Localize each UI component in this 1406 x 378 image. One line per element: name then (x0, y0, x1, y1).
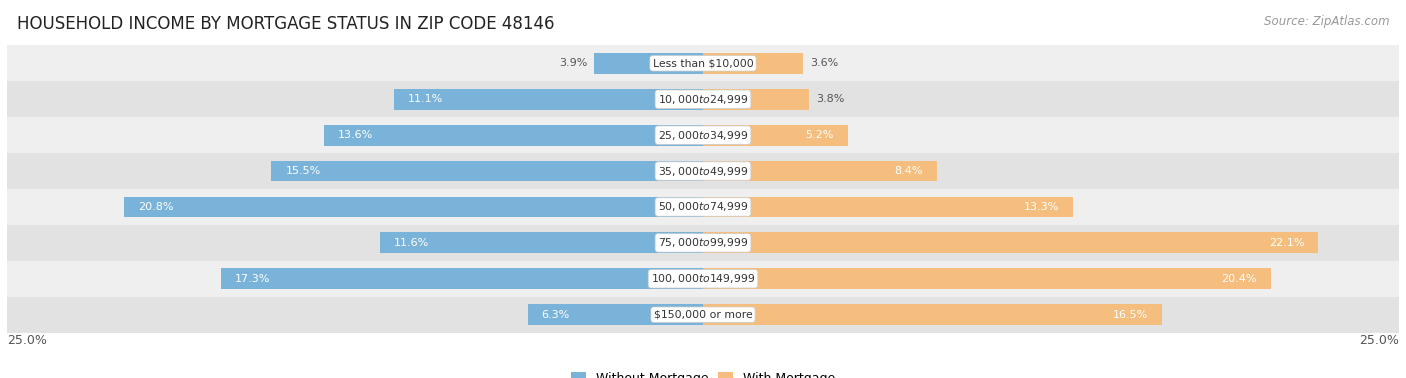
Text: 13.3%: 13.3% (1024, 202, 1059, 212)
Text: 11.6%: 11.6% (394, 238, 429, 248)
Bar (394, 89, 703, 110)
Text: HOUSEHOLD INCOME BY MORTGAGE STATUS IN ZIP CODE 48146: HOUSEHOLD INCOME BY MORTGAGE STATUS IN Z… (17, 15, 554, 33)
Bar (271, 161, 703, 181)
Text: 22.1%: 22.1% (1268, 238, 1305, 248)
Bar (7, 45, 1399, 81)
Legend: Without Mortgage, With Mortgage: Without Mortgage, With Mortgage (565, 367, 841, 378)
Bar (7, 81, 1399, 117)
Text: 5.2%: 5.2% (806, 130, 834, 140)
Text: 15.5%: 15.5% (285, 166, 321, 176)
Bar (703, 268, 1271, 289)
Text: 17.3%: 17.3% (235, 274, 271, 284)
Bar (595, 53, 703, 74)
Bar (7, 297, 1399, 333)
Text: $150,000 or more: $150,000 or more (654, 310, 752, 320)
Bar (527, 304, 703, 325)
Bar (380, 232, 703, 253)
Text: $10,000 to $24,999: $10,000 to $24,999 (658, 93, 748, 106)
Text: 20.4%: 20.4% (1222, 274, 1257, 284)
Bar (325, 125, 703, 146)
Bar (703, 125, 848, 146)
Bar (124, 197, 703, 217)
Text: 6.3%: 6.3% (541, 310, 569, 320)
Bar (703, 232, 1319, 253)
Text: Source: ZipAtlas.com: Source: ZipAtlas.com (1264, 15, 1389, 28)
Text: 11.1%: 11.1% (408, 94, 443, 104)
Text: 3.8%: 3.8% (815, 94, 844, 104)
Bar (703, 89, 808, 110)
Text: $35,000 to $49,999: $35,000 to $49,999 (658, 164, 748, 178)
Text: $50,000 to $74,999: $50,000 to $74,999 (658, 200, 748, 214)
Text: 16.5%: 16.5% (1114, 310, 1149, 320)
Text: 25.0%: 25.0% (1360, 335, 1399, 347)
Text: 20.8%: 20.8% (138, 202, 173, 212)
Text: 3.9%: 3.9% (560, 58, 588, 68)
Bar (221, 268, 703, 289)
Text: 8.4%: 8.4% (894, 166, 922, 176)
Bar (703, 53, 803, 74)
Text: 3.6%: 3.6% (810, 58, 838, 68)
Bar (7, 189, 1399, 225)
Text: $75,000 to $99,999: $75,000 to $99,999 (658, 236, 748, 249)
Text: $100,000 to $149,999: $100,000 to $149,999 (651, 272, 755, 285)
Text: 25.0%: 25.0% (7, 335, 46, 347)
Text: 13.6%: 13.6% (339, 130, 374, 140)
Bar (703, 161, 936, 181)
Text: $25,000 to $34,999: $25,000 to $34,999 (658, 129, 748, 142)
Bar (7, 261, 1399, 297)
Bar (703, 197, 1073, 217)
Bar (7, 153, 1399, 189)
Bar (7, 225, 1399, 261)
Bar (7, 117, 1399, 153)
Bar (703, 304, 1163, 325)
Text: Less than $10,000: Less than $10,000 (652, 58, 754, 68)
